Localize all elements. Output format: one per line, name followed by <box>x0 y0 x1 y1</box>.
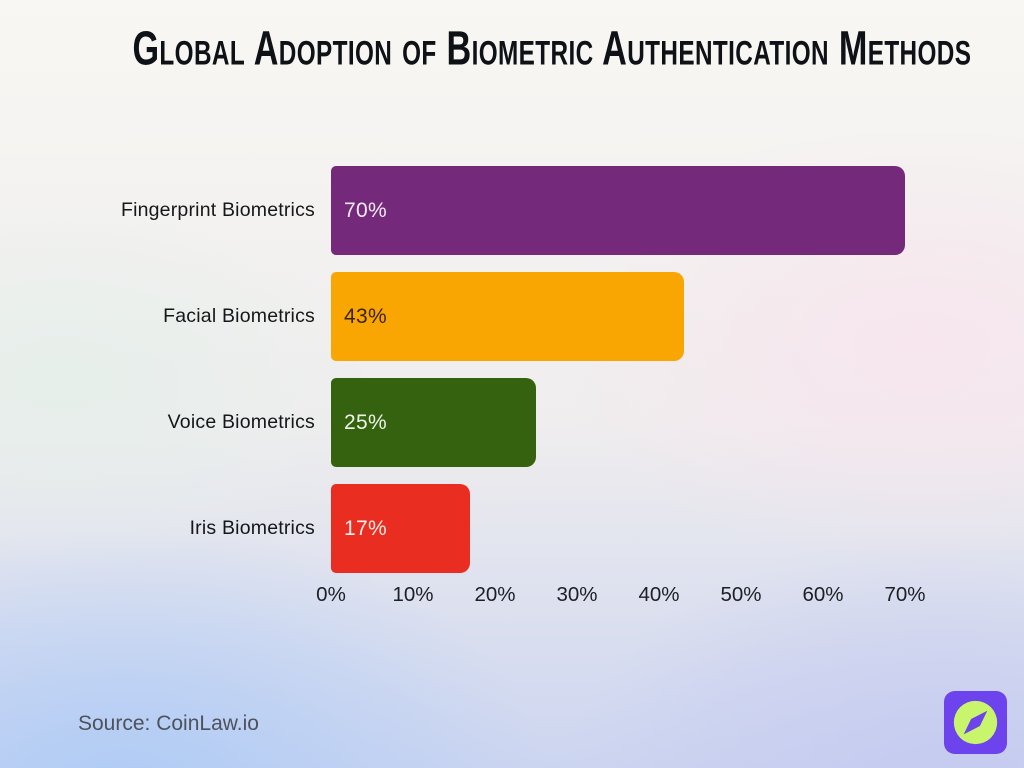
bar-iris: 17% <box>331 484 471 573</box>
bar-voice: 25% <box>331 378 536 467</box>
category-label: Fingerprint Biometrics <box>120 199 315 221</box>
bar-row-iris: Iris Biometrics 17% <box>78 484 905 573</box>
x-axis-tick: 70% <box>884 583 926 606</box>
bar-value-label: 25% <box>344 410 387 434</box>
bar-track: 70% <box>331 166 905 255</box>
bar-track: 43% <box>331 272 905 361</box>
x-axis-tick: 40% <box>638 583 680 606</box>
chart-title-container: Global Adoption of Biometric Authenticat… <box>0 20 1024 75</box>
x-axis: 0% 10% 20% 30% 40% 50% 60% 70% <box>316 583 925 611</box>
bar-fingerprint: 70% <box>331 166 905 255</box>
bar-row-voice: Voice Biometrics 25% <box>78 378 905 467</box>
x-axis-tick: 60% <box>802 583 844 606</box>
chart-title: Global Adoption of Biometric Authenticat… <box>132 20 972 76</box>
logo-compass-needle-icon <box>963 710 988 735</box>
coinlaw-logo <box>944 691 1007 754</box>
bar-value-label: 43% <box>344 304 387 328</box>
bar-facial: 43% <box>331 272 684 361</box>
x-axis-tick: 10% <box>392 583 434 606</box>
x-axis-tick: 30% <box>556 583 598 606</box>
bar-value-label: 70% <box>344 198 387 222</box>
bar-chart: Fingerprint Biometrics 70% Facial Biomet… <box>78 166 926 611</box>
x-axis-tick: 0% <box>316 583 346 606</box>
bar-track: 17% <box>331 484 905 573</box>
source-attribution: Source: CoinLaw.io <box>78 712 259 735</box>
x-axis-tick: 50% <box>720 583 762 606</box>
bar-row-facial: Facial Biometrics 43% <box>78 272 905 361</box>
category-label: Voice Biometrics <box>167 411 315 433</box>
x-axis-tick: 20% <box>474 583 516 606</box>
category-label: Facial Biometrics <box>163 305 315 327</box>
bar-value-label: 17% <box>344 516 387 540</box>
bar-track: 25% <box>331 378 905 467</box>
category-label: Iris Biometrics <box>189 517 315 539</box>
bar-row-fingerprint: Fingerprint Biometrics 70% <box>78 166 905 255</box>
bar-rows: Fingerprint Biometrics 70% Facial Biomet… <box>78 166 905 573</box>
